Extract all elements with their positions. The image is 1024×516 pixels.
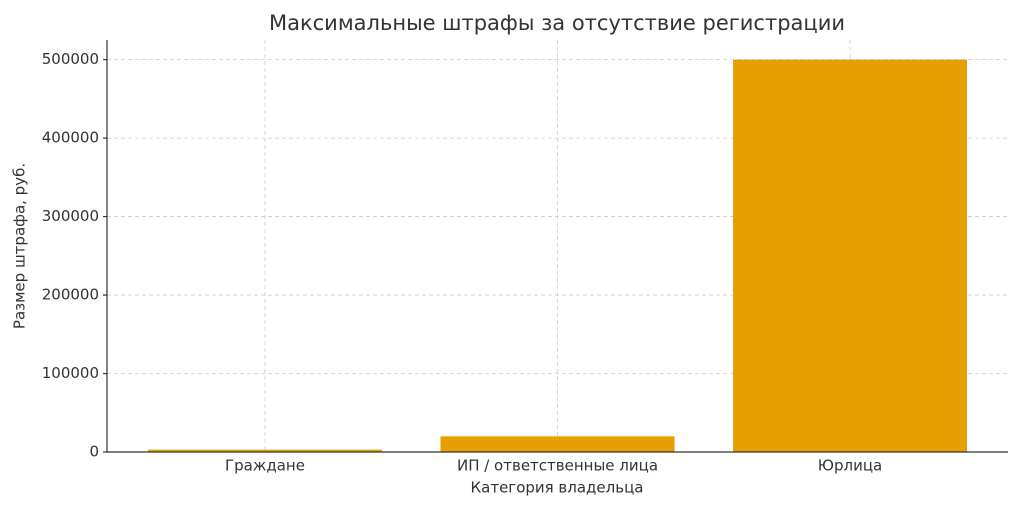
y-tick-label: 300000	[42, 207, 99, 225]
y-tick-label: 0	[89, 443, 99, 461]
y-tick-label: 200000	[42, 286, 99, 304]
bar	[733, 59, 968, 452]
x-tick-label: Граждане	[225, 457, 305, 475]
chart-title: Максимальные штрафы за отсутствие регист…	[269, 11, 845, 35]
y-tick-label: 400000	[42, 129, 99, 147]
y-tick-label: 100000	[42, 364, 99, 382]
x-tick-label: Юрлица	[818, 457, 882, 475]
bar	[440, 436, 675, 452]
x-axis-label: Категория владельца	[471, 479, 644, 497]
x-tick-label: ИП / ответственные лица	[457, 457, 658, 475]
y-axis-label: Размер штрафа, руб.	[11, 163, 29, 329]
bar	[147, 449, 382, 452]
y-tick-label: 500000	[42, 50, 99, 68]
